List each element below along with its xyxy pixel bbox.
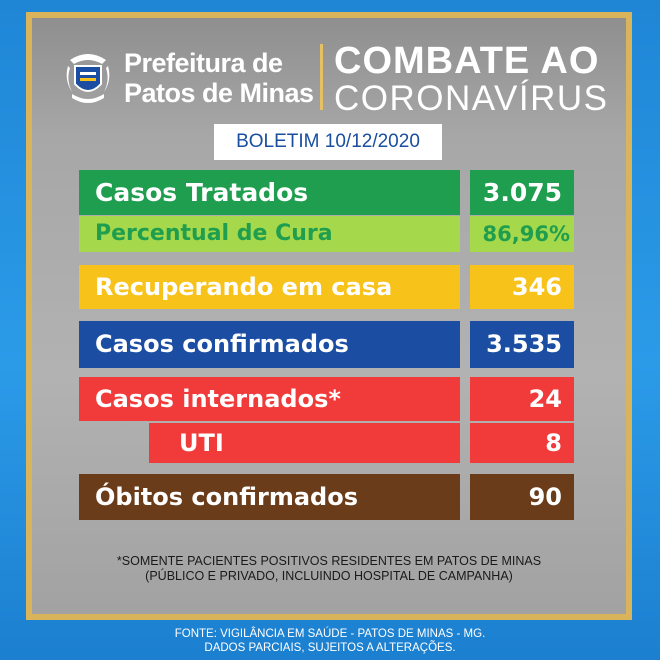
footnote-line1: *SOMENTE PACIENTES POSITIVOS RESIDENTES … — [116, 554, 542, 568]
bulletin-frame: Prefeitura de Patos de Minas COMBATE AO … — [26, 12, 632, 620]
recuperando-value: 346 — [470, 265, 574, 309]
campaign-line1: COMBATE AO — [334, 40, 600, 82]
obitos-label: Óbitos confirmados — [79, 474, 460, 520]
source-footer: FONTE: VIGILÂNCIA EM SAÚDE - PATOS DE MI… — [0, 627, 660, 655]
uti-label: UTI — [149, 423, 460, 463]
confirmados-label: Casos confirmados — [79, 321, 460, 368]
uti-value: 8 — [470, 423, 574, 463]
header: Prefeitura de Patos de Minas COMBATE AO … — [32, 18, 626, 118]
source-line2: DADOS PARCIAIS, SUJEITOS A ALTERAÇÕES. — [204, 642, 456, 654]
footnote-line2: (PÚBLICO E PRIVADO, INCLUINDO HOSPITAL D… — [145, 569, 513, 583]
bulletin-date: BOLETIM 10/12/2020 — [214, 124, 442, 160]
casos-tratados-label: Casos Tratados — [79, 170, 460, 215]
org-line1: Prefeitura de — [124, 48, 283, 78]
source-line1: FONTE: VIGILÂNCIA EM SAÚDE - PATOS DE MI… — [174, 628, 486, 640]
percentual-cura-label: Percentual de Cura — [79, 216, 460, 252]
campaign-line2: CORONAVÍRUS — [334, 79, 609, 118]
internados-value: 24 — [470, 377, 574, 421]
header-divider — [320, 44, 323, 110]
internados-label: Casos internados* — [79, 377, 460, 421]
org-line2: Patos de Minas — [124, 78, 314, 108]
obitos-value: 90 — [470, 474, 574, 520]
confirmados-value: 3.535 — [470, 321, 574, 368]
recuperando-label: Recuperando em casa — [79, 265, 460, 309]
footnote: *SOMENTE PACIENTES POSITIVOS RESIDENTES … — [32, 554, 626, 584]
percentual-cura-value: 86,96% — [470, 216, 574, 252]
casos-tratados-value: 3.075 — [470, 170, 574, 215]
coat-of-arms-icon — [66, 54, 110, 103]
municipality-name: Prefeitura de Patos de Minas — [124, 48, 314, 108]
